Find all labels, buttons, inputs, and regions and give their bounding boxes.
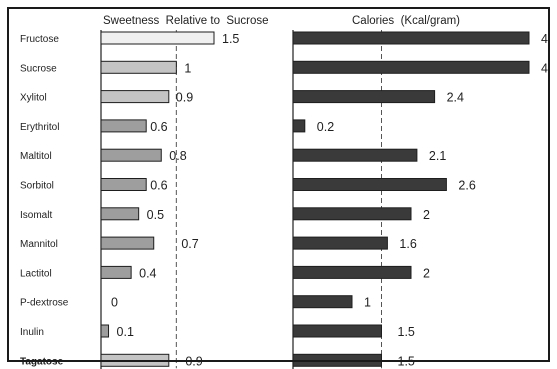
sweetness-value-label-8: 0.4 bbox=[139, 266, 156, 280]
calories-value-label-8: 2 bbox=[423, 266, 430, 280]
sweetness-bar-11 bbox=[100, 353, 170, 367]
sweetness-bar-1 bbox=[100, 60, 177, 74]
calories-bar-1 bbox=[292, 60, 530, 74]
category-labels: Fructose Sucrose Xylitol Erythritol Maltitol… bbox=[20, 34, 69, 367]
calories-bar-10 bbox=[292, 324, 382, 338]
sweetness-bar-3 bbox=[100, 119, 147, 133]
sweetness-value-label-0: 1.5 bbox=[222, 32, 239, 46]
calories-bar-8 bbox=[292, 265, 412, 279]
calories-bar-0 bbox=[292, 31, 530, 45]
sweetness-bar-8 bbox=[100, 265, 132, 279]
sweetness-value-label-3: 0.6 bbox=[150, 120, 167, 134]
sweetness-value-label-9: 0 bbox=[111, 296, 118, 310]
sweetness-value-label-11: 0.9 bbox=[185, 354, 202, 368]
calories-bar-2 bbox=[292, 90, 436, 104]
calories-bar-9 bbox=[292, 295, 353, 309]
category-label-maltitol: Maltitol bbox=[20, 151, 52, 162]
category-label-lactitol: Lactitol bbox=[20, 268, 52, 279]
sweetness-value-label-5: 0.6 bbox=[150, 179, 167, 193]
calories-bar-4 bbox=[292, 148, 418, 162]
category-label-sucrose: Sucrose bbox=[20, 63, 57, 74]
calories-value-label-10: 1.5 bbox=[398, 325, 415, 339]
calories-value-label-1: 4 bbox=[541, 61, 548, 75]
calories-value-label-7: 1.6 bbox=[399, 237, 416, 251]
calories-bar-7 bbox=[292, 236, 388, 250]
category-label-isomalt: Isomalt bbox=[20, 210, 52, 221]
calories-bar-6 bbox=[292, 207, 412, 221]
sweetness-chart-title: Sweetness Relative to Sucrose bbox=[103, 15, 269, 27]
sweetness-bar-0 bbox=[100, 31, 215, 45]
calories-value-label-6: 2 bbox=[423, 208, 430, 222]
calories-value-label-3: 0.2 bbox=[317, 120, 334, 134]
calories-bars: 4 4 2.4 0.2 2.1 2.6 2 1.6 2 1 1.5 1.5 bbox=[292, 30, 548, 369]
calories-value-label-9: 1 bbox=[364, 296, 371, 310]
sweetness-value-label-4: 0.8 bbox=[169, 149, 186, 163]
category-label-tagatose: Tagatose bbox=[20, 356, 64, 367]
sweetness-bar-7 bbox=[100, 236, 155, 250]
sweetness-value-label-10: 0.1 bbox=[117, 325, 134, 339]
sweetness-bars: 1.5 1 0.9 0.6 0.8 0.6 0.5 0.7 0.4 0 0.1 0.9 bbox=[100, 30, 239, 369]
category-label-mannitol: Mannitol bbox=[20, 239, 58, 250]
sweetness-value-label-2: 0.9 bbox=[176, 91, 193, 105]
sweetness-value-label-6: 0.5 bbox=[147, 208, 164, 222]
calories-value-label-2: 2.4 bbox=[447, 91, 464, 105]
calories-bar-5 bbox=[292, 178, 447, 191]
sweetness-value-label-7: 0.7 bbox=[181, 237, 198, 251]
calories-value-label-11: 1.5 bbox=[398, 354, 415, 368]
category-label-fructose: Fructose bbox=[20, 34, 59, 45]
sweetness-bar-5 bbox=[100, 178, 147, 191]
calories-bar-11 bbox=[292, 353, 382, 367]
calories-value-label-4: 2.1 bbox=[429, 149, 446, 163]
calories-bar-3 bbox=[292, 119, 306, 133]
sweetness-value-label-1: 1 bbox=[184, 61, 191, 75]
category-label-sorbitol: Sorbitol bbox=[20, 181, 54, 192]
calories-value-label-5: 2.6 bbox=[458, 179, 475, 193]
sweetness-bar-4 bbox=[100, 148, 162, 162]
calories-value-label-0: 4 bbox=[541, 32, 548, 46]
sweetness-bar-2 bbox=[100, 90, 170, 104]
sweetness-bar-6 bbox=[100, 207, 140, 221]
category-label-erythritol: Erythritol bbox=[20, 122, 59, 133]
category-label-inulin: Inulin bbox=[20, 327, 44, 338]
sweetness-bar-10 bbox=[100, 324, 110, 338]
category-label-xylitol: Xylitol bbox=[20, 93, 47, 104]
category-label-p-dextrose: P-dextrose bbox=[20, 298, 69, 309]
calories-chart-title: Calories (Kcal/gram) bbox=[352, 15, 460, 27]
